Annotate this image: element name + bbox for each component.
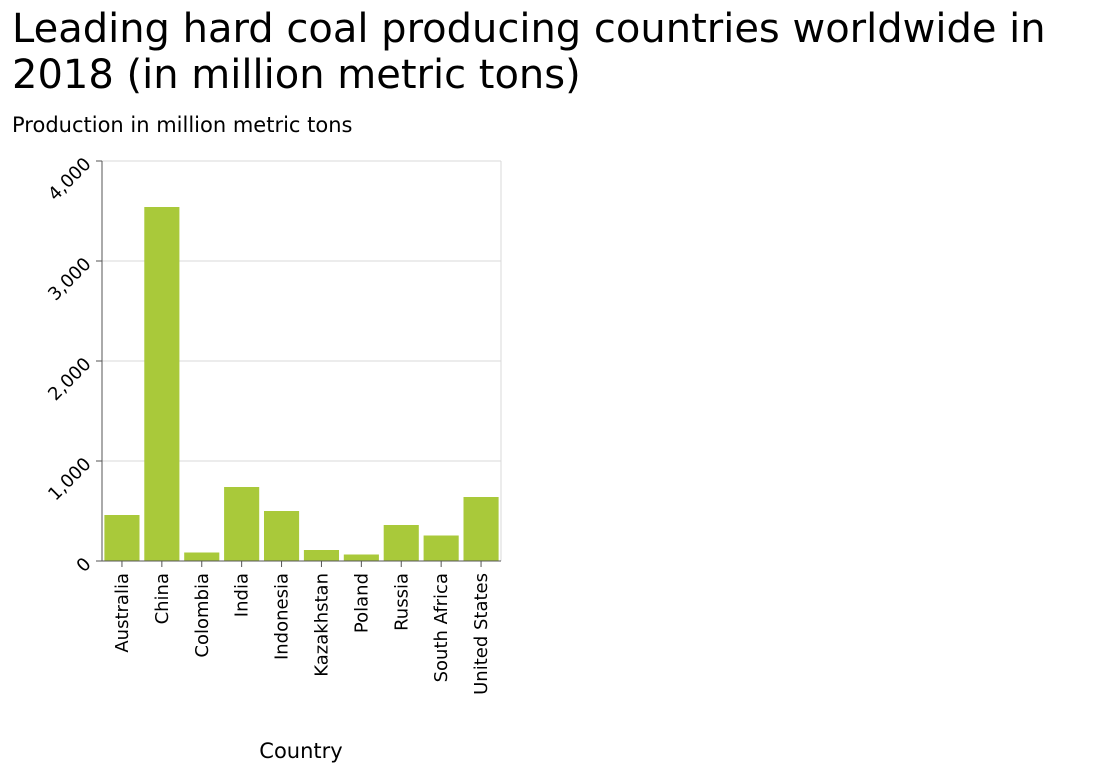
- bars: [104, 207, 499, 561]
- bar-south-africa: [423, 535, 459, 561]
- x-tick-label: Poland: [351, 573, 372, 633]
- x-axis-title: Country: [259, 739, 342, 763]
- bar-china: [144, 207, 180, 561]
- y-axis-title: Production in million metric tons: [12, 113, 353, 137]
- x-tick-label: Colombia: [192, 573, 213, 658]
- y-tick-label: 3,000: [44, 254, 95, 305]
- x-tick-label: China: [152, 573, 173, 624]
- chart-title: Leading hard coal producing countries wo…: [12, 6, 1046, 98]
- y-tick-label: 1,000: [44, 454, 95, 505]
- bar-kazakhstan: [303, 550, 340, 561]
- x-tick-label: Indonesia: [272, 573, 293, 660]
- axes: [96, 160, 501, 567]
- bar-poland: [343, 554, 379, 561]
- y-tick-labels: 0 1,000 2,000 3,000 4,000: [44, 154, 95, 577]
- x-tick-label: Kazakhstan: [311, 573, 332, 677]
- y-tick-label: 2,000: [44, 354, 95, 405]
- x-tick-label: South Africa: [431, 573, 452, 682]
- bar-australia: [104, 515, 140, 561]
- x-tick-label: United States: [471, 573, 492, 695]
- bar-united-states: [463, 497, 499, 561]
- y-tick-label: 0: [73, 554, 96, 577]
- bar-russia: [383, 525, 419, 561]
- bar-indonesia: [263, 511, 300, 561]
- x-tick-labels: Australia China Colombia India Indonesia Kaza…: [112, 573, 492, 695]
- x-tick-label: Australia: [112, 573, 133, 653]
- y-tick-label: 4,000: [44, 154, 95, 205]
- x-tick-label: Russia: [391, 573, 412, 631]
- bar-india: [224, 487, 260, 561]
- bar-colombia: [184, 552, 220, 561]
- x-tick-label: India: [232, 573, 253, 617]
